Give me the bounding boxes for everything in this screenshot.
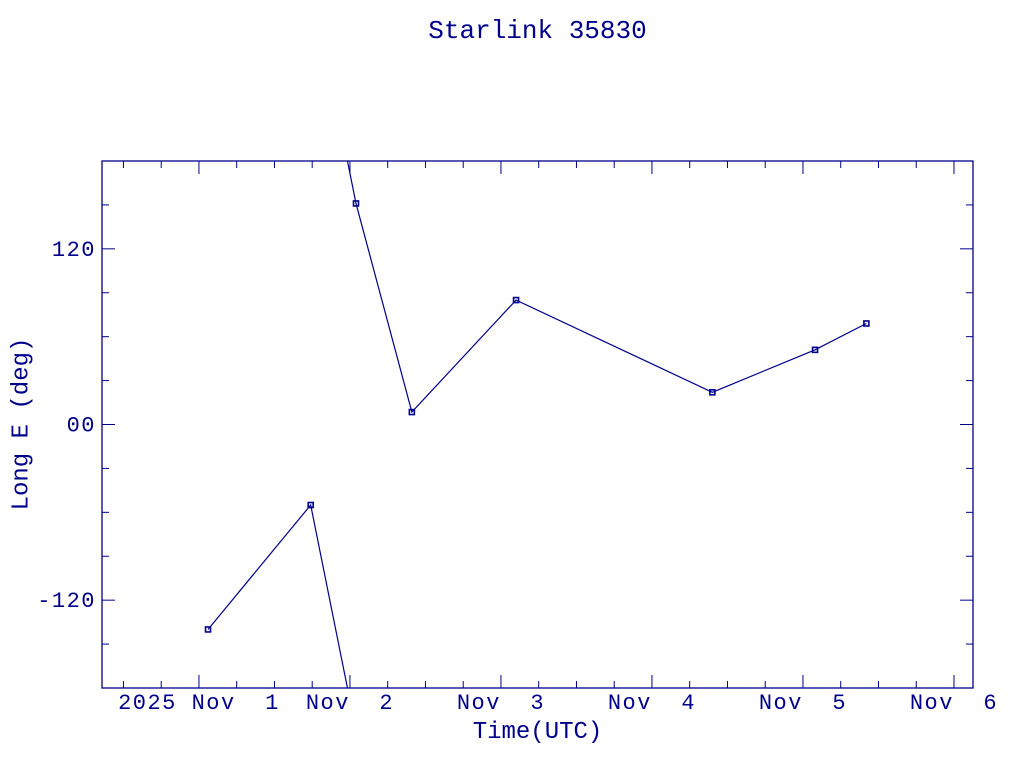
x-ticks: 2025 Nov 1 Nov 2 Nov 3 Nov 4 Nov 5 Nov 6 xyxy=(118,161,998,716)
series-markers xyxy=(204,200,870,633)
y-ticks: 120 00 -120 xyxy=(37,204,973,645)
x-axis-title: Time(UTC) xyxy=(472,719,603,746)
x-tick-label: Nov 6 xyxy=(910,691,998,716)
x-tick-label: Nov 3 xyxy=(457,691,545,716)
x-tick-label: Nov 4 xyxy=(608,691,696,716)
chart-title: Starlink 35830 xyxy=(428,16,647,46)
data-point-marker xyxy=(512,296,520,304)
series-line xyxy=(207,161,867,688)
data-point-marker xyxy=(863,320,870,327)
data-point-marker xyxy=(204,626,212,633)
x-tick-label: Nov 5 xyxy=(759,691,847,716)
y-tick-label: 00 xyxy=(67,414,96,439)
y-tick-label: 120 xyxy=(52,238,96,263)
y-tick-label: -120 xyxy=(37,589,96,614)
plot-frame xyxy=(101,160,974,689)
data-point-marker xyxy=(709,388,716,396)
x-tick-label: 2025 Nov 1 xyxy=(118,691,280,716)
data-point-marker xyxy=(408,408,416,416)
data-point-marker xyxy=(307,501,314,509)
data-point-marker xyxy=(352,200,360,207)
data-point-marker xyxy=(811,346,819,354)
x-tick-label: Nov 2 xyxy=(306,691,394,716)
